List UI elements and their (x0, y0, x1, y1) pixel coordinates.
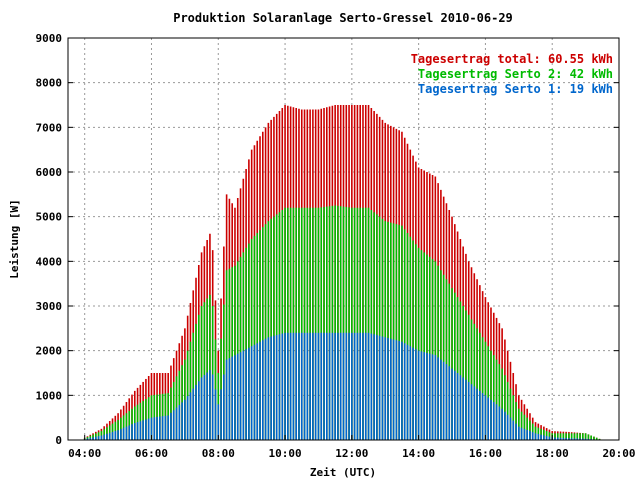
x-tick-label: 18:00 (536, 447, 569, 460)
x-tick-label: 08:00 (202, 447, 235, 460)
legend-entry: Tagesertrag Serto 2: 42 kWh (418, 67, 613, 81)
x-tick-label: 04:00 (68, 447, 101, 460)
x-tick-label: 06:00 (135, 447, 168, 460)
y-tick-label: 5000 (36, 211, 63, 224)
x-tick-label: 10:00 (268, 447, 301, 460)
chart-title: Produktion Solaranlage Serto-Gressel 201… (173, 11, 513, 25)
y-tick-label: 2000 (36, 345, 63, 358)
x-tick-label: 16:00 (469, 447, 502, 460)
legend-entry: Tagesertrag total: 60.55 kWh (411, 52, 613, 66)
x-tick-label: 20:00 (602, 447, 635, 460)
y-tick-label: 1000 (36, 389, 63, 402)
y-tick-label: 8000 (36, 77, 63, 90)
y-tick-label: 6000 (36, 166, 63, 179)
legend: Tagesertrag total: 60.55 kWhTagesertrag … (411, 52, 613, 96)
y-tick-label: 0 (55, 434, 62, 447)
y-tick-label: 7000 (36, 121, 63, 134)
x-tick-label: 12:00 (335, 447, 368, 460)
y-axis: 0 1000 2000 3000 4000 5000 6000 7000 8000 9000 (36, 32, 619, 447)
x-axis-label: Zeit (UTC) (310, 466, 376, 479)
legend-entry: Tagesertrag Serto 1: 19 kWh (418, 82, 613, 96)
y-tick-label: 9000 (36, 32, 63, 45)
x-axis: 04:00 06:00 08:00 10:00 12:00 14:00 16:00 18:00… (68, 435, 636, 460)
x-tick-label: 14:00 (402, 447, 435, 460)
y-tick-label: 3000 (36, 300, 63, 313)
plot-frame (67, 37, 620, 441)
y-tick-label: 4000 (36, 255, 63, 268)
y-axis-label: Leistung [W] (8, 199, 21, 278)
series-serto-1 (83, 332, 601, 440)
